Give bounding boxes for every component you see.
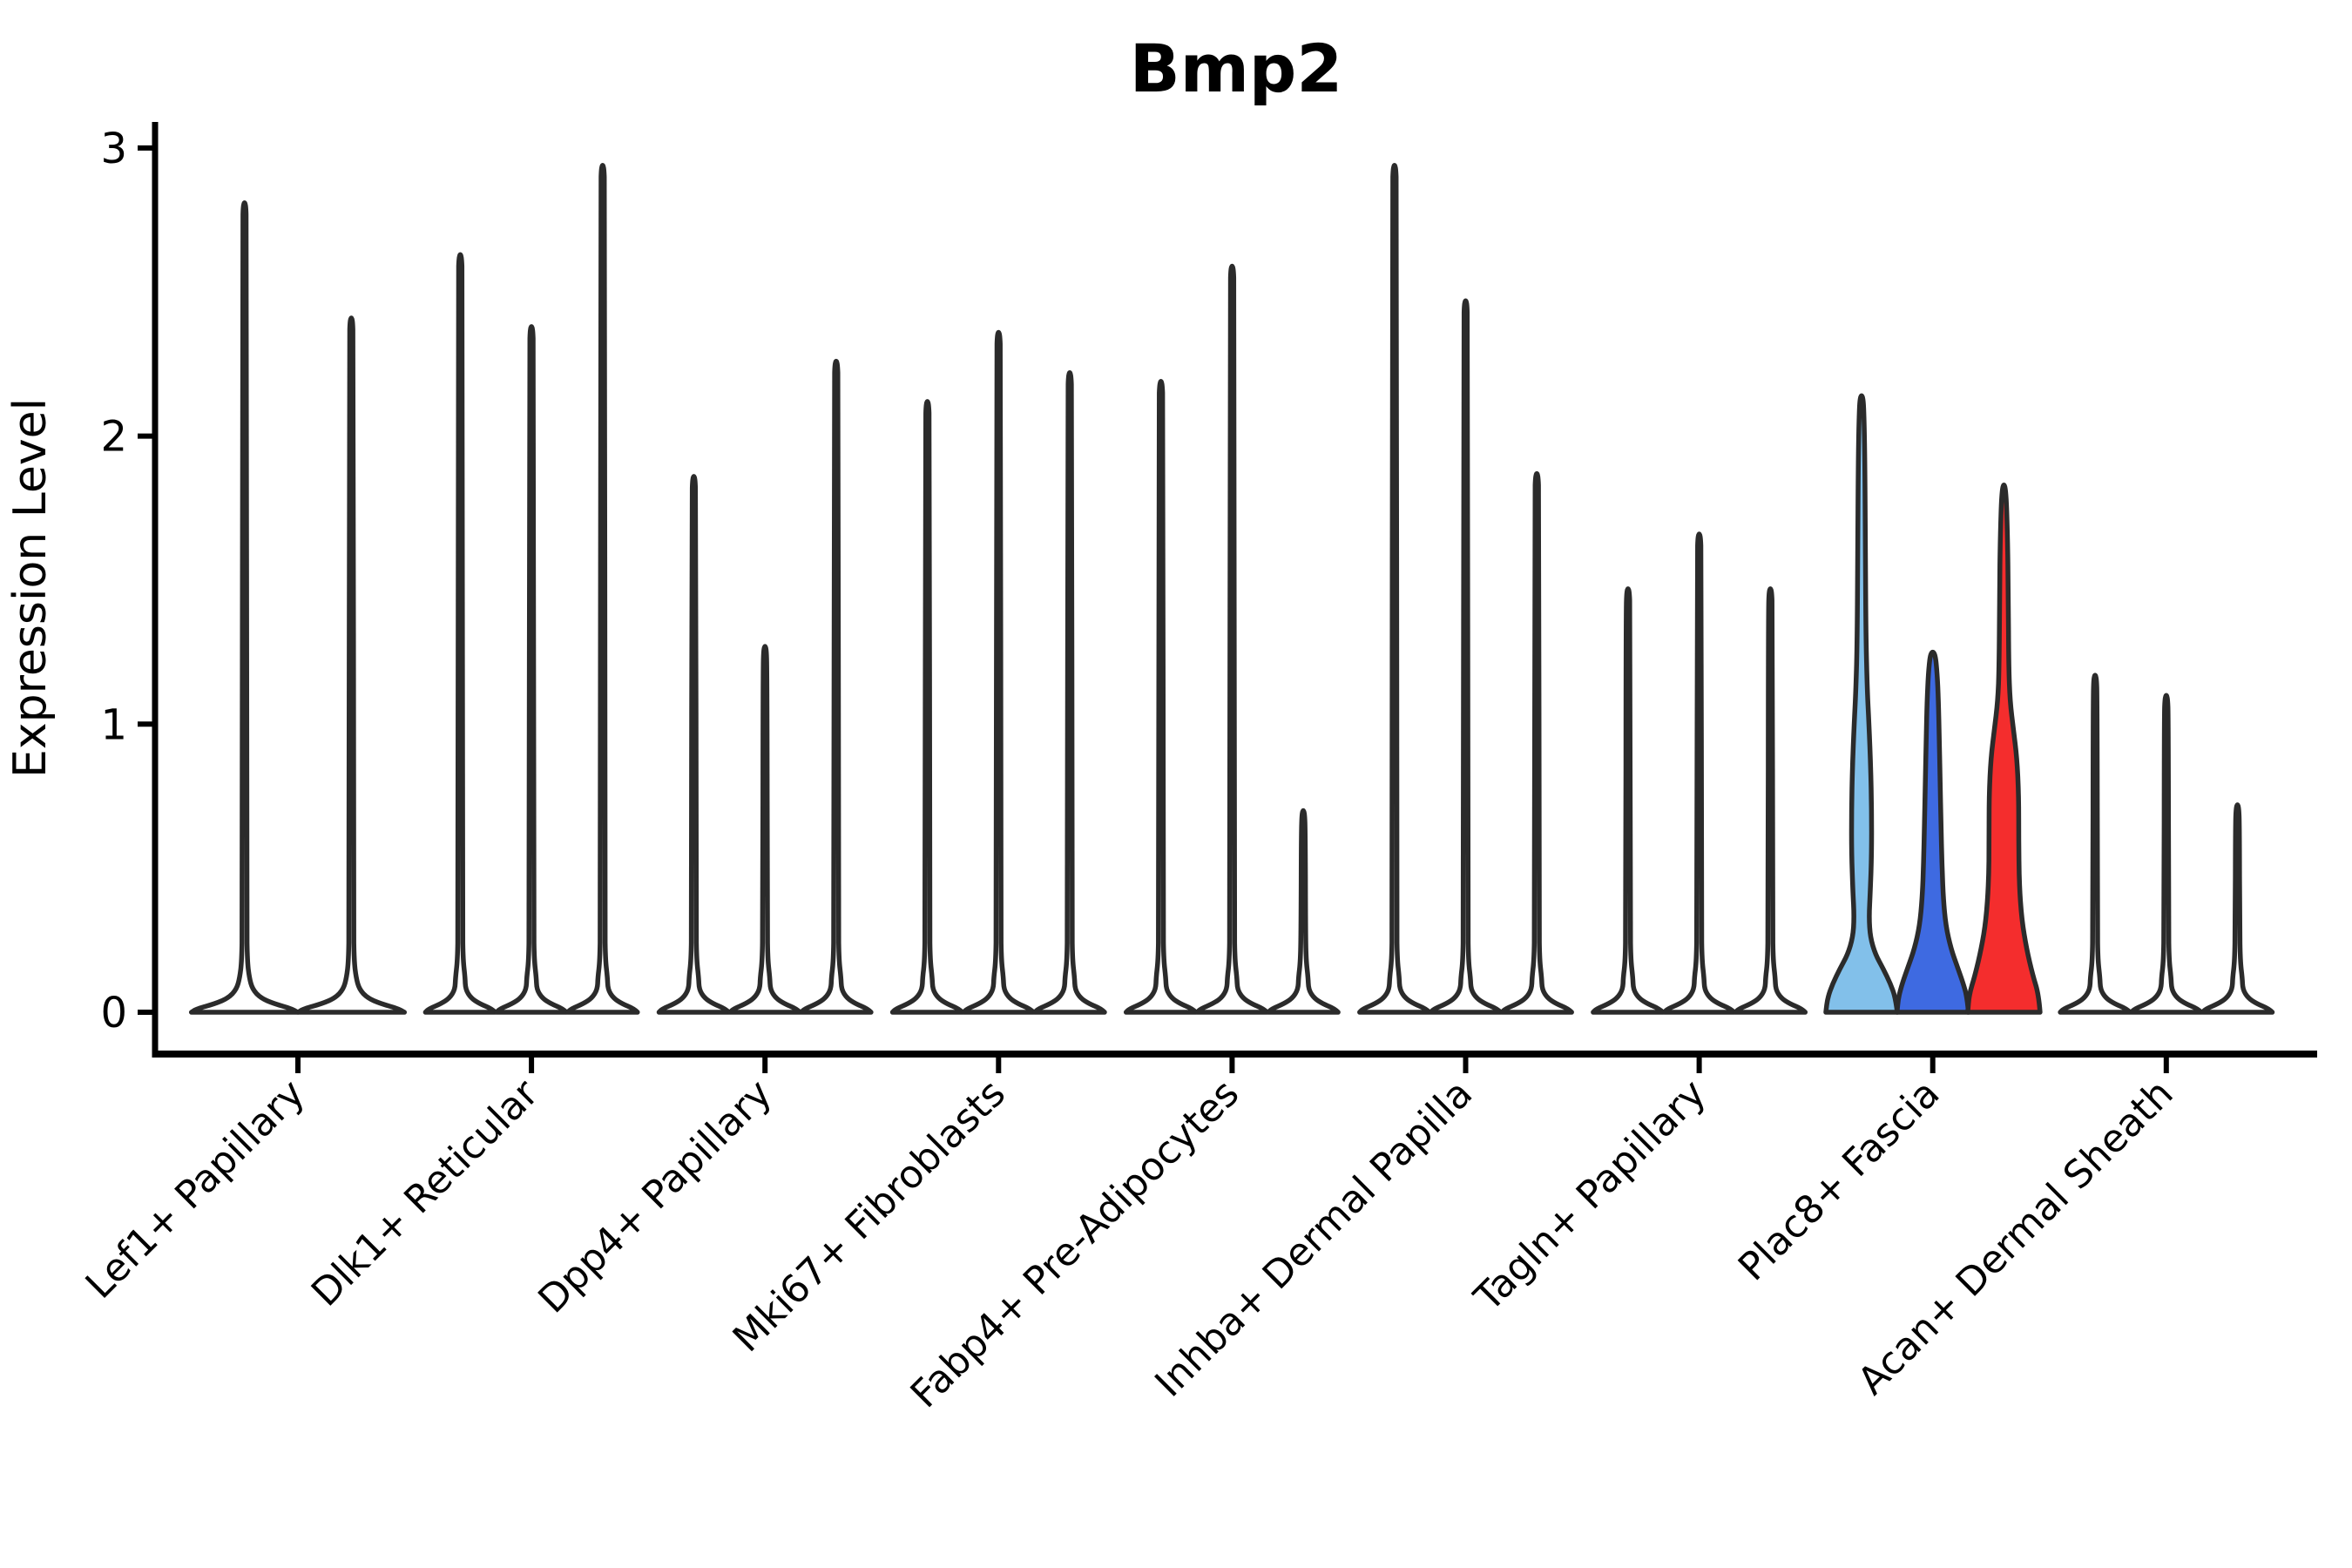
violin [961, 329, 1037, 1015]
violin [727, 644, 802, 1015]
violin [1965, 483, 2043, 1015]
x-axis-label: Dpp4+ Papillary [530, 1071, 781, 1322]
violin [1266, 808, 1341, 1015]
x-axis-label: Dlk1+ Reticular [303, 1071, 548, 1315]
y-axis-title: Expression Level [4, 398, 57, 778]
violin [1357, 162, 1432, 1015]
violin [295, 315, 408, 1015]
violin [1823, 393, 1900, 1015]
violin [565, 162, 640, 1015]
chart-title: Bmp2 [1130, 30, 1342, 107]
violin [1894, 649, 1971, 1015]
violin [1123, 379, 1199, 1015]
violin [1032, 370, 1107, 1015]
violin [799, 358, 874, 1015]
violin [1194, 263, 1270, 1015]
y-tick-label: 2 [100, 413, 127, 462]
y-axis-ticks: 0 1 2 3 [100, 125, 152, 1037]
violin [188, 199, 301, 1015]
x-axis-label: Plac8+ Fascia [1730, 1071, 1949, 1290]
y-tick-label: 0 [100, 989, 127, 1037]
violin [1733, 586, 1808, 1015]
violin [2200, 802, 2275, 1015]
violin [889, 399, 965, 1015]
violin [1661, 531, 1737, 1015]
x-axis-label: Lef1+ Papillary [78, 1071, 314, 1308]
violin [2129, 693, 2204, 1015]
x-axis-label: Tagln+ Papillary [1465, 1071, 1714, 1321]
y-tick-label: 1 [100, 700, 127, 749]
violins-layer [188, 162, 2275, 1015]
violin [1428, 298, 1504, 1015]
violin [2058, 672, 2132, 1015]
violin [422, 252, 498, 1015]
violin [1499, 470, 1574, 1015]
violin [656, 474, 732, 1015]
violin [1591, 586, 1666, 1015]
y-tick-label: 3 [100, 125, 127, 173]
violin [494, 324, 569, 1015]
